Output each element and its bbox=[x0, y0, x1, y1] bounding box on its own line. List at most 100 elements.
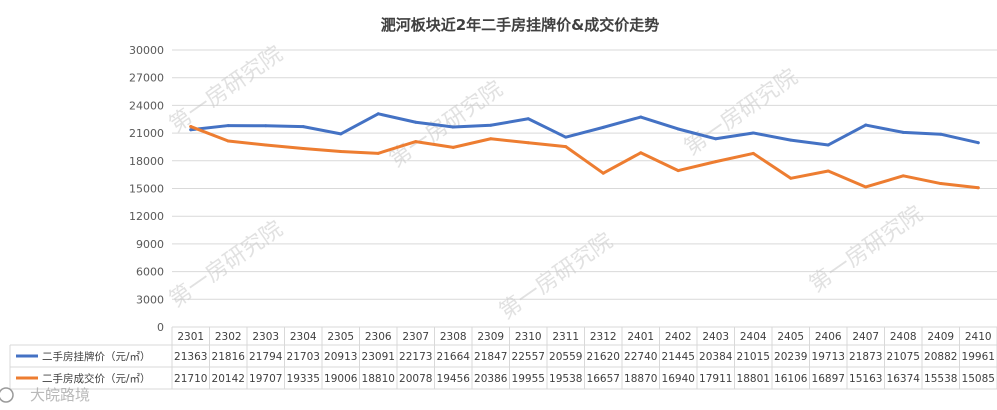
data-point bbox=[226, 124, 230, 128]
data-label: 17911 bbox=[699, 373, 732, 385]
data-label: 16657 bbox=[587, 373, 620, 385]
data-table: 2301 2302 2303 2304 2305 2306 2307 2308 2309 2310… bbox=[9, 326, 997, 390]
data-point bbox=[264, 143, 268, 147]
data-label: 20386 bbox=[474, 373, 508, 385]
chart-title: 淝河板块近2年二手房挂牌价&成交价走势 bbox=[381, 16, 660, 34]
data-point bbox=[714, 137, 718, 141]
data-point bbox=[564, 145, 568, 149]
data-label: 21075 bbox=[887, 351, 920, 363]
data-point bbox=[226, 139, 230, 143]
y-tick-label: 30000 bbox=[129, 44, 164, 57]
footer-logo: 大皖路境 bbox=[0, 386, 90, 404]
legend-label: 二手房成交价（元/㎡） bbox=[42, 372, 151, 385]
y-axis: 0 3000 6000 9000 12000 15000 18000 21000 24000 27… bbox=[129, 44, 164, 334]
data-point bbox=[189, 125, 193, 129]
data-point bbox=[489, 123, 493, 127]
data-label: 21445 bbox=[662, 351, 695, 363]
y-tick-label: 12000 bbox=[129, 210, 164, 223]
x-tick-label: 2301 bbox=[177, 331, 204, 343]
data-label: 19006 bbox=[324, 373, 358, 385]
y-tick-label: 3000 bbox=[136, 293, 164, 306]
data-label: 20142 bbox=[212, 373, 245, 385]
data-point bbox=[414, 120, 418, 124]
data-point bbox=[301, 146, 305, 150]
data-label: 20882 bbox=[924, 351, 957, 363]
data-point bbox=[414, 140, 418, 144]
x-tick-label: 2408 bbox=[890, 331, 917, 343]
data-label: 19456 bbox=[437, 373, 471, 385]
series-lines bbox=[189, 112, 980, 190]
data-point bbox=[939, 132, 943, 136]
data-point bbox=[601, 171, 605, 175]
y-tick-label: 21000 bbox=[129, 127, 164, 140]
data-label: 19538 bbox=[549, 373, 582, 385]
data-point bbox=[789, 176, 793, 180]
x-tick-label: 2404 bbox=[740, 331, 767, 343]
data-point bbox=[526, 117, 530, 121]
data-point bbox=[939, 182, 943, 186]
series-line-1 bbox=[189, 112, 980, 147]
x-tick-label: 2307 bbox=[402, 331, 429, 343]
data-label: 16940 bbox=[662, 373, 695, 385]
data-point bbox=[864, 123, 868, 127]
x-tick-label: 2306 bbox=[365, 331, 392, 343]
data-label: 21664 bbox=[437, 351, 471, 363]
x-tick-label: 2304 bbox=[290, 331, 317, 343]
data-label: 21620 bbox=[587, 351, 620, 363]
data-label: 21703 bbox=[287, 351, 320, 363]
data-point bbox=[264, 124, 268, 128]
data-point bbox=[189, 128, 193, 132]
data-point bbox=[564, 135, 568, 139]
x-tick-label: 2310 bbox=[515, 331, 542, 343]
data-label: 23091 bbox=[362, 351, 395, 363]
data-label: 21816 bbox=[212, 351, 246, 363]
data-point bbox=[339, 132, 343, 136]
data-point bbox=[901, 130, 905, 134]
x-tick-label: 2406 bbox=[815, 331, 842, 343]
logo-icon bbox=[0, 387, 14, 403]
data-label: 19713 bbox=[812, 351, 845, 363]
y-tick-label: 15000 bbox=[129, 183, 164, 196]
data-label: 19961 bbox=[962, 351, 995, 363]
data-label: 21847 bbox=[474, 351, 507, 363]
data-label: 21710 bbox=[174, 373, 207, 385]
data-label: 21363 bbox=[174, 351, 207, 363]
data-label: 16897 bbox=[812, 373, 845, 385]
data-label: 19707 bbox=[249, 373, 282, 385]
data-label: 22173 bbox=[399, 351, 432, 363]
data-label: 19955 bbox=[512, 373, 545, 385]
x-tick-label: 2309 bbox=[477, 331, 504, 343]
watermark-text: 第一房研究院 bbox=[165, 42, 287, 138]
data-point bbox=[489, 137, 493, 141]
data-point bbox=[339, 150, 343, 154]
y-tick-label: 0 bbox=[157, 321, 164, 334]
footer-logo-text: 大皖路境 bbox=[30, 386, 90, 404]
data-point bbox=[901, 174, 905, 178]
data-label: 22740 bbox=[624, 351, 657, 363]
x-tick-label: 2308 bbox=[440, 331, 467, 343]
data-label: 15538 bbox=[924, 373, 957, 385]
data-point bbox=[976, 141, 980, 145]
data-point bbox=[676, 127, 680, 131]
x-tick-label: 2312 bbox=[590, 331, 617, 343]
data-label: 18870 bbox=[624, 373, 657, 385]
data-label: 15085 bbox=[962, 373, 995, 385]
data-label: 19335 bbox=[287, 373, 320, 385]
data-label: 20239 bbox=[774, 351, 807, 363]
data-label: 16106 bbox=[774, 373, 808, 385]
data-label: 21015 bbox=[737, 351, 770, 363]
data-label: 20384 bbox=[699, 351, 733, 363]
data-label: 21873 bbox=[849, 351, 882, 363]
watermark-text: 第一房研究院 bbox=[495, 229, 617, 325]
x-tick-label: 2311 bbox=[552, 331, 579, 343]
y-tick-label: 9000 bbox=[136, 238, 164, 251]
x-tick-label: 2409 bbox=[927, 331, 954, 343]
data-point bbox=[976, 186, 980, 190]
x-tick-label: 2402 bbox=[665, 331, 692, 343]
y-tick-label: 24000 bbox=[129, 99, 164, 112]
data-point bbox=[751, 131, 755, 135]
data-point bbox=[451, 145, 455, 149]
